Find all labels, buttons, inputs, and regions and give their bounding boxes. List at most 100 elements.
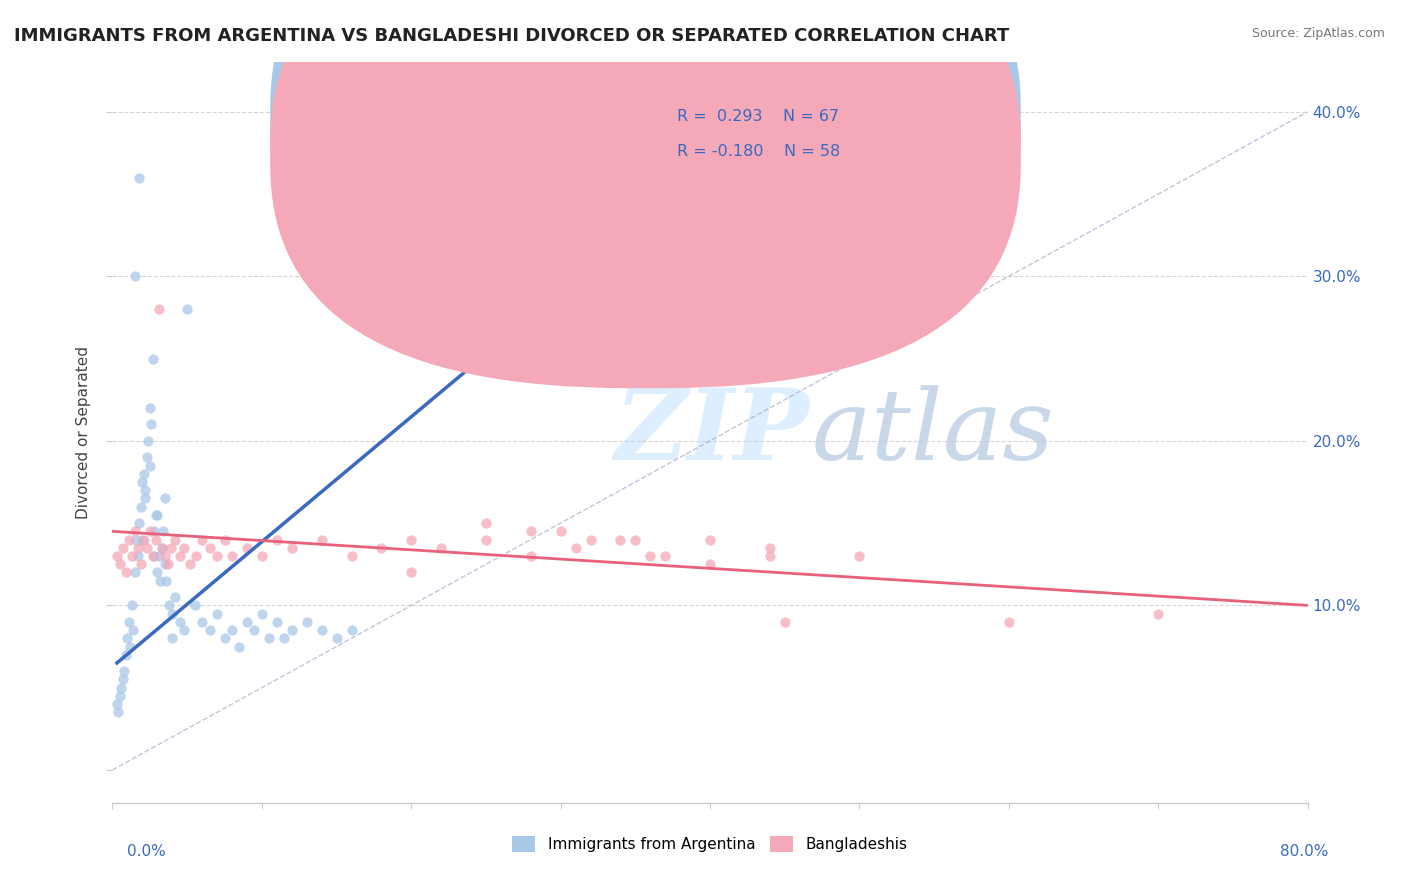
Y-axis label: Divorced or Separated: Divorced or Separated [76, 346, 91, 519]
Point [624, 533, 647, 547]
Point [162, 632, 183, 646]
Point [153, 549, 176, 563]
Point [141, 417, 163, 432]
Point [124, 524, 146, 539]
Point [155, 574, 177, 588]
Point [115, 648, 138, 662]
Point [169, 549, 191, 563]
Point [148, 549, 170, 563]
Point [110, 681, 132, 695]
Point [143, 524, 166, 539]
Point [340, 549, 363, 563]
Point [159, 541, 181, 555]
Point [128, 516, 150, 530]
Point [150, 541, 173, 555]
Point [157, 599, 180, 613]
Point [179, 558, 201, 572]
Point [173, 541, 195, 555]
Point [370, 541, 392, 555]
Point [142, 351, 165, 366]
Point [134, 491, 156, 506]
Point [132, 533, 155, 547]
Point [759, 549, 782, 563]
Point [250, 607, 273, 621]
Point [117, 632, 139, 646]
Point [773, 615, 796, 629]
Point [520, 549, 543, 563]
Point [325, 632, 347, 646]
Point [205, 549, 228, 563]
Point [107, 706, 129, 720]
Point [145, 508, 167, 522]
Point [129, 500, 152, 514]
Point [550, 524, 572, 539]
Point [259, 632, 281, 646]
Point [165, 590, 187, 604]
Point [266, 615, 288, 629]
Point [118, 533, 141, 547]
Point [111, 541, 134, 555]
Point [149, 574, 172, 588]
Point [640, 549, 662, 563]
Point [105, 549, 128, 563]
Text: 0.0%: 0.0% [127, 845, 166, 859]
Text: ZIP: ZIP [614, 384, 810, 481]
Legend: Immigrants from Argentina, Bangladeshis: Immigrants from Argentina, Bangladeshis [506, 830, 914, 858]
Point [998, 615, 1021, 629]
Point [401, 533, 423, 547]
Point [699, 558, 721, 572]
Point [228, 640, 250, 654]
Point [135, 450, 157, 465]
Point [134, 483, 156, 498]
Point [243, 623, 266, 637]
Point [165, 533, 187, 547]
Point [153, 558, 176, 572]
Point [430, 541, 453, 555]
Point [311, 533, 333, 547]
Point [214, 632, 236, 646]
Text: Source: ZipAtlas.com: Source: ZipAtlas.com [1251, 27, 1385, 40]
Point [281, 623, 304, 637]
Point [145, 533, 167, 547]
Point [121, 549, 143, 563]
Point [221, 623, 243, 637]
Text: atlas: atlas [811, 385, 1054, 480]
Point [128, 170, 150, 185]
Point [131, 475, 153, 489]
Point [191, 533, 214, 547]
Text: R = -0.180    N = 58: R = -0.180 N = 58 [676, 144, 839, 159]
Point [273, 632, 295, 646]
Point [127, 541, 149, 555]
Point [146, 566, 169, 580]
Point [520, 524, 543, 539]
Point [699, 533, 721, 547]
Point [114, 664, 135, 678]
FancyBboxPatch shape [270, 0, 1021, 388]
Text: IMMIGRANTS FROM ARGENTINA VS BANGLADESHI DIVORCED OR SEPARATED CORRELATION CHART: IMMIGRANTS FROM ARGENTINA VS BANGLADESHI… [14, 27, 1010, 45]
Point [183, 599, 205, 613]
Point [121, 599, 143, 613]
Point [564, 541, 586, 555]
Point [198, 623, 221, 637]
Point [176, 302, 198, 317]
Point [173, 623, 195, 637]
Point [295, 615, 318, 629]
Point [120, 640, 142, 654]
Point [124, 269, 146, 284]
Point [108, 689, 131, 703]
Point [139, 524, 162, 539]
Point [143, 549, 166, 563]
Point [111, 673, 134, 687]
Point [142, 549, 165, 563]
Point [118, 615, 141, 629]
Point [236, 615, 259, 629]
Point [205, 607, 228, 621]
Point [250, 549, 273, 563]
Point [191, 615, 214, 629]
Point [221, 549, 243, 563]
Point [186, 549, 208, 563]
Point [475, 516, 498, 530]
Point [281, 541, 304, 555]
Point [214, 533, 236, 547]
Point [152, 524, 174, 539]
